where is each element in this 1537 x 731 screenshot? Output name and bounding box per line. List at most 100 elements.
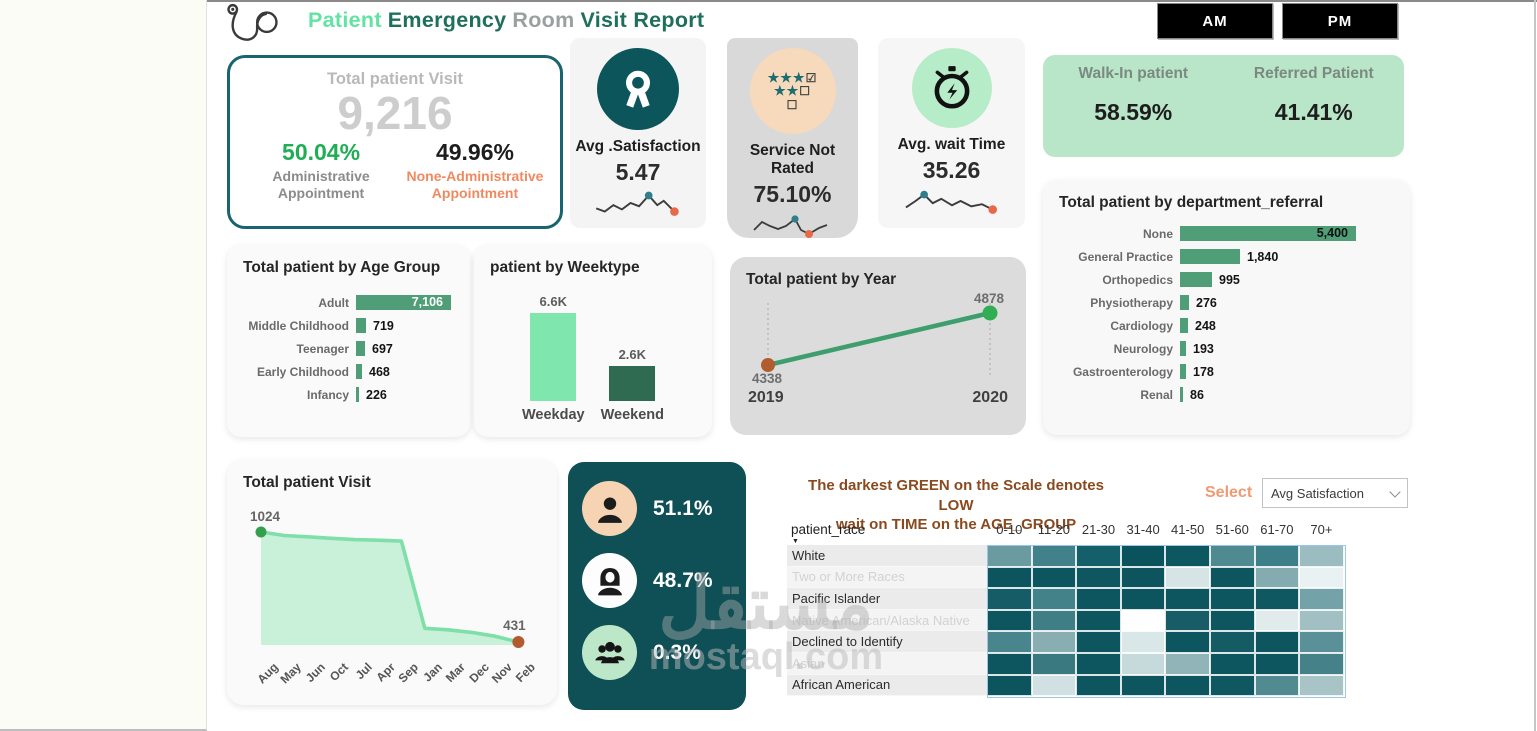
- weektype-bar[interactable]: [530, 313, 577, 401]
- heatmap-cell[interactable]: [1299, 566, 1344, 589]
- year-2020-point[interactable]: [982, 305, 998, 321]
- race-row-label[interactable]: Declined to Identify: [787, 631, 987, 653]
- heatmap-cell[interactable]: [987, 631, 1032, 653]
- heatmap-cell[interactable]: [1076, 652, 1121, 675]
- race-row-label[interactable]: Native American/Alaska Native: [787, 609, 987, 632]
- bar-category-label[interactable]: Orthopedics: [1102, 272, 1173, 287]
- race-row-label[interactable]: Asian: [787, 652, 987, 675]
- heatmap-cell[interactable]: [1165, 631, 1210, 653]
- heatmap-cell[interactable]: [1299, 545, 1344, 567]
- bar-category-label[interactable]: General Practice: [1078, 249, 1173, 264]
- heatmap-cell[interactable]: [1299, 609, 1344, 632]
- bar[interactable]: [1180, 364, 1186, 379]
- am-filter-button[interactable]: AM: [1157, 3, 1273, 39]
- bar-category-label[interactable]: Infancy: [306, 387, 349, 402]
- measure-select-dropdown[interactable]: Avg Satisfaction: [1262, 478, 1408, 508]
- heatmap-cell[interactable]: [1120, 609, 1166, 632]
- heatmap-cell[interactable]: [1254, 631, 1300, 653]
- heatmap-cell[interactable]: [1165, 674, 1210, 697]
- heatmap-cell[interactable]: [1031, 674, 1077, 697]
- heatmap-cell[interactable]: [987, 566, 1032, 589]
- age-bucket-header[interactable]: 61-70: [1260, 522, 1294, 537]
- race-row-label[interactable]: Two or More Races: [787, 566, 987, 589]
- heatmap-cell[interactable]: [1120, 566, 1166, 589]
- race-row-label[interactable]: Pacific Islander: [787, 588, 987, 610]
- age-bucket-header[interactable]: 70+: [1310, 522, 1333, 537]
- bar[interactable]: 5,400: [1180, 226, 1356, 241]
- heatmap-cell[interactable]: [1076, 545, 1121, 567]
- patient-race-column-header[interactable]: patient_race ▼: [791, 522, 866, 545]
- visit-end-point[interactable]: [512, 636, 525, 648]
- bar[interactable]: [1180, 272, 1212, 287]
- heatmap-cell[interactable]: [1076, 631, 1121, 653]
- heatmap-cell[interactable]: [1254, 545, 1300, 567]
- bar[interactable]: [356, 341, 365, 356]
- bar[interactable]: [1180, 387, 1183, 402]
- heatmap-cell[interactable]: [1120, 588, 1166, 610]
- race-row-label[interactable]: White: [787, 545, 987, 567]
- bar-category-label[interactable]: Cardiology: [1110, 318, 1173, 333]
- heatmap-cell[interactable]: [1209, 631, 1255, 653]
- bar[interactable]: [356, 364, 362, 379]
- bar[interactable]: [1180, 341, 1186, 356]
- heatmap-cell[interactable]: [1031, 588, 1077, 610]
- heatmap-cell[interactable]: [1031, 609, 1077, 632]
- year-2019-point[interactable]: [761, 358, 775, 372]
- heatmap-cell[interactable]: [1031, 545, 1077, 567]
- heatmap-cell[interactable]: [1209, 652, 1255, 675]
- age-bucket-header[interactable]: 11-20: [1037, 522, 1071, 537]
- age-bucket-header[interactable]: 51-60: [1215, 522, 1249, 537]
- age-bucket-header[interactable]: 31-40: [1126, 522, 1160, 537]
- bar[interactable]: [1180, 318, 1188, 333]
- heatmap-cell[interactable]: [1120, 545, 1166, 567]
- heatmap-cell[interactable]: [1031, 631, 1077, 653]
- heatmap-cell[interactable]: [1076, 609, 1121, 632]
- bar-category-label[interactable]: Neurology: [1113, 341, 1173, 356]
- heatmap-cell[interactable]: [1076, 566, 1121, 589]
- pm-filter-button[interactable]: PM: [1282, 3, 1398, 39]
- heatmap-cell[interactable]: [1299, 652, 1344, 675]
- bar-category-label[interactable]: None: [1143, 226, 1173, 241]
- heatmap-cell[interactable]: [987, 588, 1032, 610]
- age-bucket-header[interactable]: 0-10: [996, 522, 1023, 537]
- bar-category-label[interactable]: Physiotherapy: [1090, 295, 1173, 310]
- heatmap-cell[interactable]: [987, 652, 1032, 675]
- heatmap-cell[interactable]: [1209, 674, 1255, 697]
- bar-category-label[interactable]: Teenager: [296, 341, 349, 356]
- bar[interactable]: [356, 318, 366, 333]
- heatmap-cell[interactable]: [1209, 545, 1255, 567]
- heatmap-cell[interactable]: [1254, 609, 1300, 632]
- weektype-bar[interactable]: [609, 366, 656, 401]
- heatmap-cell[interactable]: [1254, 588, 1300, 610]
- heatmap-cell[interactable]: [987, 674, 1032, 697]
- heatmap-cell[interactable]: [1076, 674, 1121, 697]
- bar-category-label[interactable]: Middle Childhood: [248, 318, 349, 333]
- heatmap-cell[interactable]: [1120, 674, 1166, 697]
- heatmap-cell[interactable]: [1120, 631, 1166, 653]
- heatmap-cell[interactable]: [1254, 652, 1300, 675]
- age-bucket-header[interactable]: 21-30: [1081, 522, 1116, 537]
- heatmap-cell[interactable]: [1254, 566, 1300, 589]
- age-bucket-header[interactable]: 41-50: [1171, 522, 1205, 537]
- bar[interactable]: [1180, 249, 1240, 264]
- bar-category-label[interactable]: Early Childhood: [256, 364, 349, 379]
- heatmap-cell[interactable]: [987, 609, 1032, 632]
- bar-category-label[interactable]: Gastroenterology: [1072, 364, 1173, 379]
- bar-category-label[interactable]: Adult: [318, 295, 349, 310]
- heatmap-cell[interactable]: [1031, 652, 1077, 675]
- heatmap-cell[interactable]: [1254, 674, 1300, 697]
- heatmap-cell[interactable]: [1209, 609, 1255, 632]
- heatmap-cell[interactable]: [1209, 588, 1255, 610]
- heatmap-cell[interactable]: [1299, 588, 1344, 610]
- heatmap-cell[interactable]: [1165, 588, 1210, 610]
- visit-start-point[interactable]: [255, 526, 267, 538]
- heatmap-cell[interactable]: [1120, 652, 1166, 675]
- bar[interactable]: [356, 387, 359, 402]
- bar-category-label[interactable]: Renal: [1140, 387, 1173, 402]
- bar[interactable]: [1180, 295, 1189, 310]
- heatmap-cell[interactable]: [1165, 609, 1210, 632]
- heatmap-cell[interactable]: [1299, 674, 1344, 697]
- heatmap-cell[interactable]: [1165, 566, 1210, 589]
- heatmap-cell[interactable]: [1165, 545, 1210, 567]
- heatmap-cell[interactable]: [1209, 566, 1255, 589]
